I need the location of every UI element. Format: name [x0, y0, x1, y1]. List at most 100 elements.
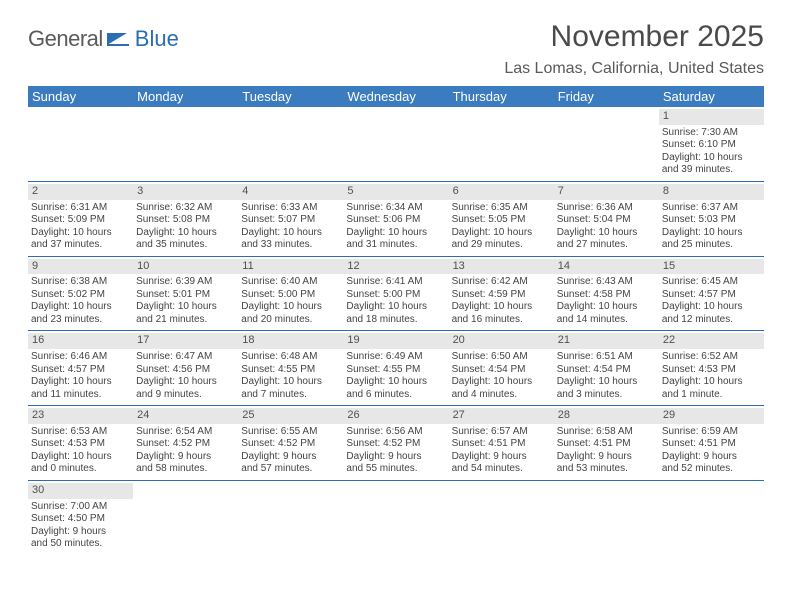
- day-number: 7: [554, 184, 659, 200]
- cell-day2: and 31 minutes.: [346, 239, 445, 252]
- day-label: Sunday: [28, 86, 133, 107]
- calendar-week: 30Sunrise: 7:00 AMSunset: 4:50 PMDayligh…: [28, 481, 764, 555]
- calendar-cell: 2Sunrise: 6:31 AMSunset: 5:09 PMDaylight…: [28, 182, 133, 257]
- day-label: Saturday: [659, 86, 764, 107]
- cell-day2: and 35 minutes.: [136, 239, 235, 252]
- cell-sunrise: Sunrise: 6:49 AM: [346, 351, 445, 364]
- cell-sunset: Sunset: 5:03 PM: [662, 214, 761, 227]
- cell-day1: Daylight: 10 hours: [662, 376, 761, 389]
- calendar-cell: 24Sunrise: 6:54 AMSunset: 4:52 PMDayligh…: [133, 406, 238, 481]
- calendar-week: 16Sunrise: 6:46 AMSunset: 4:57 PMDayligh…: [28, 331, 764, 406]
- cell-day2: and 29 minutes.: [452, 239, 551, 252]
- day-label: Monday: [133, 86, 238, 107]
- cell-sunset: Sunset: 4:57 PM: [662, 289, 761, 302]
- cell-day1: Daylight: 10 hours: [557, 227, 656, 240]
- cell-day2: and 1 minute.: [662, 389, 761, 402]
- cell-sunset: Sunset: 4:53 PM: [31, 438, 130, 451]
- day-number: 11: [238, 259, 343, 275]
- cell-day1: Daylight: 10 hours: [346, 376, 445, 389]
- cell-sunrise: Sunrise: 6:51 AM: [557, 351, 656, 364]
- calendar-cell-empty: [449, 481, 554, 555]
- cell-sunrise: Sunrise: 6:37 AM: [662, 202, 761, 215]
- cell-day1: Daylight: 10 hours: [136, 376, 235, 389]
- calendar-cell-empty: [343, 107, 448, 182]
- cell-sunrise: Sunrise: 6:32 AM: [136, 202, 235, 215]
- cell-day2: and 52 minutes.: [662, 463, 761, 476]
- cell-day2: and 9 minutes.: [136, 389, 235, 402]
- day-label: Wednesday: [343, 86, 448, 107]
- day-number: 3: [133, 184, 238, 200]
- cell-day1: Daylight: 10 hours: [31, 451, 130, 464]
- cell-sunset: Sunset: 4:59 PM: [452, 289, 551, 302]
- calendar-cell-empty: [659, 481, 764, 555]
- cell-sunrise: Sunrise: 6:45 AM: [662, 276, 761, 289]
- cell-sunrise: Sunrise: 6:55 AM: [241, 426, 340, 439]
- calendar-cell: 30Sunrise: 7:00 AMSunset: 4:50 PMDayligh…: [28, 481, 133, 555]
- day-number: 13: [449, 259, 554, 275]
- page-title: November 2025: [504, 20, 764, 54]
- cell-sunrise: Sunrise: 6:33 AM: [241, 202, 340, 215]
- cell-day1: Daylight: 9 hours: [241, 451, 340, 464]
- cell-sunrise: Sunrise: 6:35 AM: [452, 202, 551, 215]
- day-number: 5: [343, 184, 448, 200]
- cell-sunset: Sunset: 5:08 PM: [136, 214, 235, 227]
- day-number: 27: [449, 408, 554, 424]
- day-number: 18: [238, 333, 343, 349]
- cell-sunset: Sunset: 5:06 PM: [346, 214, 445, 227]
- day-number: 20: [449, 333, 554, 349]
- cell-sunrise: Sunrise: 6:53 AM: [31, 426, 130, 439]
- cell-day1: Daylight: 9 hours: [557, 451, 656, 464]
- cell-day1: Daylight: 10 hours: [31, 376, 130, 389]
- cell-sunset: Sunset: 5:09 PM: [31, 214, 130, 227]
- cell-sunset: Sunset: 5:04 PM: [557, 214, 656, 227]
- cell-day2: and 21 minutes.: [136, 314, 235, 327]
- cell-sunset: Sunset: 5:05 PM: [452, 214, 551, 227]
- calendar-cell: 7Sunrise: 6:36 AMSunset: 5:04 PMDaylight…: [554, 182, 659, 257]
- calendar-cell: 14Sunrise: 6:43 AMSunset: 4:58 PMDayligh…: [554, 257, 659, 332]
- cell-day2: and 53 minutes.: [557, 463, 656, 476]
- cell-sunset: Sunset: 6:10 PM: [662, 139, 761, 152]
- day-header-row: Sunday Monday Tuesday Wednesday Thursday…: [28, 86, 764, 107]
- cell-day1: Daylight: 9 hours: [452, 451, 551, 464]
- day-number: 1: [659, 109, 764, 125]
- header: General Blue November 2025 Las Lomas, Ca…: [28, 20, 764, 78]
- cell-sunset: Sunset: 4:51 PM: [662, 438, 761, 451]
- cell-sunset: Sunset: 4:52 PM: [136, 438, 235, 451]
- cell-day1: Daylight: 10 hours: [241, 301, 340, 314]
- day-number: 29: [659, 408, 764, 424]
- weeks-container: 1 Sunrise: 7:30 AMSunset: 6:10 PM Daylight…: [28, 107, 764, 555]
- day-number: 8: [659, 184, 764, 200]
- cell-day2: and 57 minutes.: [241, 463, 340, 476]
- calendar-cell-empty: [238, 107, 343, 182]
- cell-sunrise: Sunrise: 7:00 AM: [31, 501, 130, 514]
- cell-day2: and 18 minutes.: [346, 314, 445, 327]
- calendar-cell: 13Sunrise: 6:42 AMSunset: 4:59 PMDayligh…: [449, 257, 554, 332]
- calendar-cell: 16Sunrise: 6:46 AMSunset: 4:57 PMDayligh…: [28, 331, 133, 406]
- cell-sunrise: Sunrise: 6:52 AM: [662, 351, 761, 364]
- cell-day2: and 25 minutes.: [662, 239, 761, 252]
- cell-sunrise: Sunrise: 6:54 AM: [136, 426, 235, 439]
- day-number: 30: [28, 483, 133, 499]
- calendar-cell: 11Sunrise: 6:40 AMSunset: 5:00 PMDayligh…: [238, 257, 343, 332]
- calendar-cell: 9Sunrise: 6:38 AMSunset: 5:02 PMDaylight…: [28, 257, 133, 332]
- cell-day2: and 3 minutes.: [557, 389, 656, 402]
- cell-day2: and 6 minutes.: [346, 389, 445, 402]
- cell-sunrise: Sunrise: 7:30 AM: [662, 127, 761, 140]
- cell-sunset: Sunset: 4:55 PM: [346, 364, 445, 377]
- cell-day2: and 0 minutes.: [31, 463, 130, 476]
- logo-text-blue: Blue: [135, 26, 179, 52]
- cell-sunrise: Sunrise: 6:38 AM: [31, 276, 130, 289]
- cell-day2: and 7 minutes.: [241, 389, 340, 402]
- calendar-cell: 5Sunrise: 6:34 AMSunset: 5:06 PMDaylight…: [343, 182, 448, 257]
- cell-day1: Daylight: 10 hours: [31, 227, 130, 240]
- day-number: 2: [28, 184, 133, 200]
- cell-sunset: Sunset: 4:55 PM: [241, 364, 340, 377]
- calendar-cell-empty: [238, 481, 343, 555]
- calendar-week: 1Sunrise: 7:30 AMSunset: 6:10 PMDaylight…: [28, 107, 764, 182]
- cell-day1: Daylight: 9 hours: [136, 451, 235, 464]
- day-number: 19: [343, 333, 448, 349]
- cell-sunrise: Sunrise: 6:40 AM: [241, 276, 340, 289]
- cell-sunset: Sunset: 4:56 PM: [136, 364, 235, 377]
- day-number: 25: [238, 408, 343, 424]
- cell-day2: and 54 minutes.: [452, 463, 551, 476]
